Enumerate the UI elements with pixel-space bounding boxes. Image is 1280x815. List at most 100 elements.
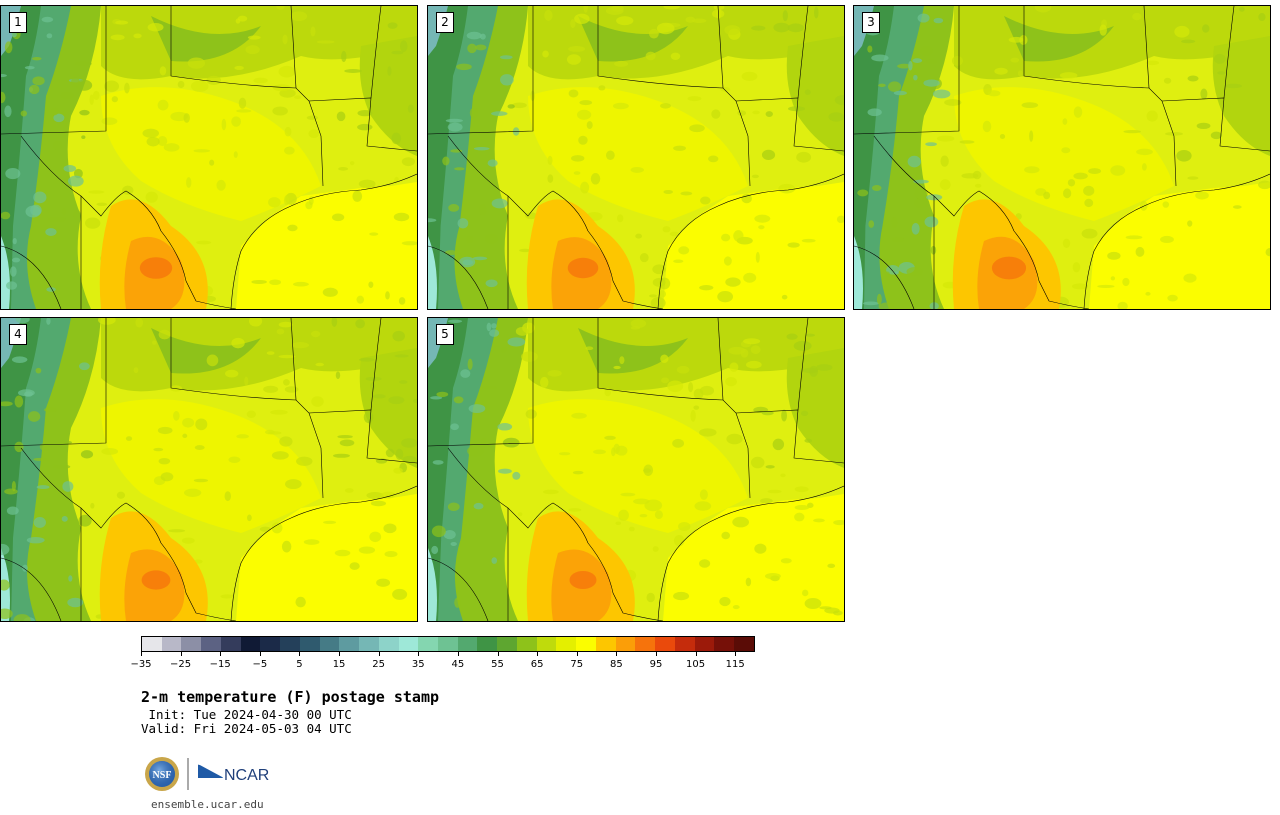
texture-blob	[491, 198, 508, 209]
texture-blob	[678, 246, 690, 255]
texture-blob	[247, 35, 261, 40]
temperature-map	[1, 6, 417, 309]
texture-blob	[53, 140, 63, 151]
texture-blob	[732, 516, 750, 528]
panel-1: 1	[0, 5, 418, 310]
texture-blob	[515, 326, 529, 336]
texture-blob	[672, 438, 685, 448]
valid-time: Valid: Fri 2024-05-03 04 UTC	[141, 721, 352, 736]
texture-blob	[278, 65, 296, 78]
texture-blob	[725, 277, 741, 287]
texture-blob	[472, 256, 488, 261]
init-time: Init: Tue 2024-04-30 00 UTC	[141, 707, 352, 722]
texture-blob	[500, 74, 514, 86]
texture-blob	[802, 367, 818, 374]
texture-blob	[796, 151, 812, 163]
texture-blob	[428, 218, 437, 223]
texture-blob	[585, 346, 594, 351]
texture-blob	[619, 356, 625, 365]
texture-blob	[70, 274, 79, 281]
texture-blob	[580, 181, 590, 194]
texture-blob	[906, 267, 924, 277]
texture-blob	[146, 136, 160, 147]
border-line	[20, 447, 237, 621]
texture-blob	[750, 345, 761, 354]
colorbar-tick	[339, 652, 341, 656]
texture-blob	[323, 520, 337, 524]
texture-blob	[1187, 220, 1193, 227]
texture-blob	[876, 293, 882, 305]
colorbar-tick-label: 45	[451, 659, 465, 670]
texture-blob	[244, 376, 249, 386]
coastline	[230, 485, 417, 621]
panel-4: 4	[0, 317, 418, 622]
texture-blob	[11, 31, 17, 38]
texture-blob	[891, 216, 898, 229]
texture-blob	[1, 543, 10, 556]
texture-blob	[20, 110, 28, 117]
texture-blob	[507, 104, 515, 109]
texture-blob	[333, 453, 350, 458]
texture-blob	[1239, 6, 1245, 12]
texture-blob	[270, 409, 288, 415]
texture-blob	[780, 473, 786, 478]
texture-blob	[248, 318, 263, 327]
texture-blob	[133, 367, 139, 374]
texture-blob	[878, 302, 896, 309]
texture-blob	[272, 84, 291, 92]
texture-blob	[670, 52, 681, 61]
texture-blob	[933, 17, 944, 24]
texture-blob	[473, 146, 490, 151]
texture-blob	[401, 438, 417, 448]
texture-blob	[387, 66, 392, 76]
texture-blob	[168, 529, 186, 533]
coastline	[657, 173, 844, 309]
high-mountain-area	[1, 6, 41, 309]
texture-blob	[14, 395, 24, 408]
texture-blob	[268, 197, 281, 208]
texture-blob	[1084, 198, 1094, 208]
texture-blob	[606, 150, 615, 161]
texture-blob	[1214, 53, 1226, 64]
texture-blob	[1073, 172, 1088, 180]
colorbar-segment	[615, 637, 636, 651]
texture-blob	[469, 107, 479, 119]
hottest-area	[567, 257, 599, 279]
texture-blob	[583, 6, 588, 13]
texture-blob	[633, 498, 650, 505]
texture-blob	[571, 155, 585, 162]
texture-blob	[1062, 118, 1068, 125]
texture-blob	[193, 478, 209, 483]
texture-blob	[1258, 13, 1266, 21]
colorbar-tick	[497, 652, 499, 656]
texture-blob	[754, 214, 771, 223]
texture-blob	[233, 151, 238, 158]
texture-blob	[393, 212, 410, 222]
texture-blob	[615, 521, 622, 525]
temperature-map	[1, 318, 417, 621]
texture-blob	[586, 121, 593, 130]
texture-blob	[951, 55, 963, 66]
texture-blob	[1145, 291, 1151, 296]
texture-blob	[615, 445, 628, 456]
texture-blob	[344, 69, 362, 73]
texture-blob	[283, 379, 290, 386]
texture-blob	[281, 540, 292, 553]
temperature-map	[428, 6, 844, 309]
texture-blob	[794, 486, 809, 493]
texture-blob	[153, 447, 164, 452]
texture-blob	[746, 360, 762, 369]
texture-blob	[311, 396, 324, 407]
texture-blob	[39, 443, 51, 451]
colorbar-tick	[735, 652, 737, 656]
texture-blob	[259, 526, 272, 532]
texture-blob	[46, 318, 51, 325]
texture-blob	[352, 190, 363, 202]
texture-blob	[547, 370, 562, 377]
texture-blob	[285, 479, 302, 490]
texture-blob	[1181, 39, 1196, 44]
texture-blob	[394, 354, 409, 358]
texture-blob	[750, 456, 765, 469]
texture-blob	[1217, 71, 1226, 75]
texture-blob	[79, 109, 90, 116]
